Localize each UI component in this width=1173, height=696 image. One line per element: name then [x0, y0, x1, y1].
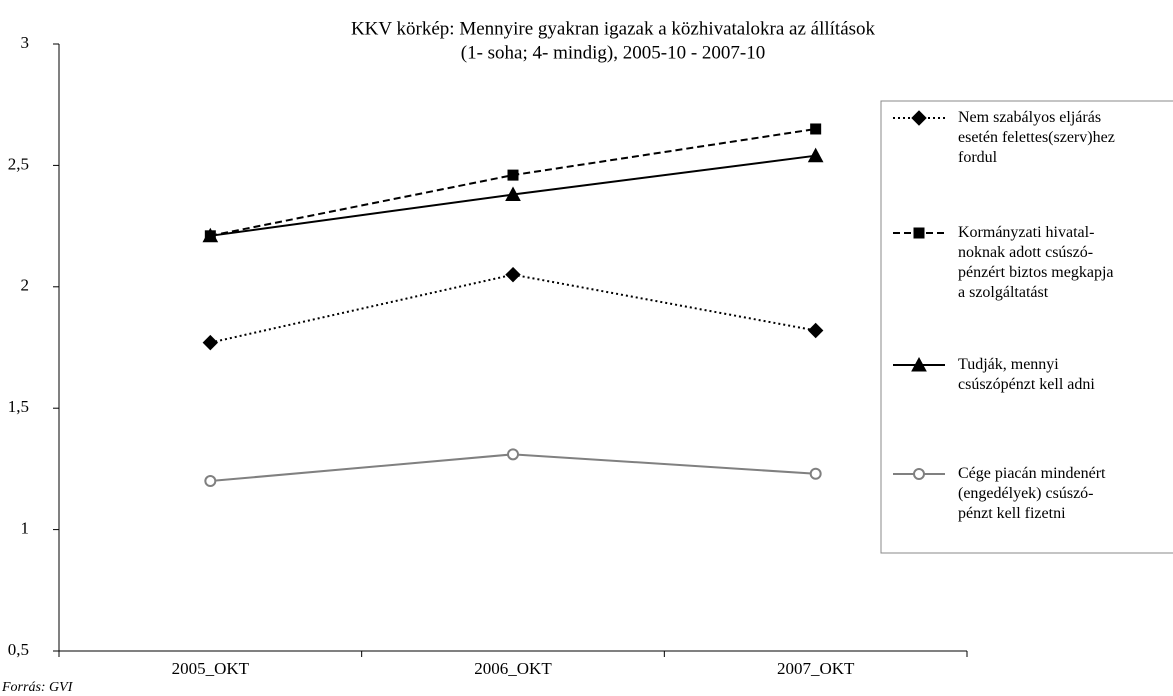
legend-label: Cége piacán mindenért (engedélyek) csúsz… [958, 465, 1106, 522]
legend-label: Tudják, mennyi csúszópénzt kell adni [958, 356, 1095, 393]
legend-marker [911, 356, 927, 372]
marker [505, 266, 521, 283]
marker [507, 169, 519, 181]
marker [204, 475, 217, 488]
series-line [210, 127, 816, 237]
marker [807, 147, 824, 163]
series-line [210, 273, 816, 344]
marker [505, 186, 521, 202]
legend-box [880, 100, 1173, 554]
marker [807, 322, 824, 339]
legend-marker [911, 110, 927, 126]
x-tick-label: 2007_OKT [777, 659, 855, 678]
marker [809, 467, 822, 480]
marker [202, 227, 219, 243]
marker [810, 123, 822, 135]
y-tick-label: 2 [21, 276, 30, 295]
x-tick-label: 2006_OKT [474, 659, 552, 678]
marker [202, 334, 219, 351]
legend-marker [913, 227, 925, 239]
legend-label: Nem szabályos eljárás esetén felettes(sz… [958, 109, 1115, 166]
source-note: Forrás: GVI [1, 680, 74, 695]
chart-title: KKV körkép: Mennyire gyakran igazak a kö… [351, 18, 876, 39]
y-tick-label: 1,5 [8, 397, 29, 416]
marker [507, 448, 519, 461]
legend-marker [913, 468, 925, 480]
y-tick-label: 0,5 [8, 640, 29, 659]
chart-subtitle: (1- soha; 4- mindig), 2005-10 - 2007-10 [461, 42, 765, 63]
legend-label: Kormányzati hivatal- noknak adott csúszó… [958, 224, 1114, 301]
x-tick-label: 2005_OKT [172, 659, 250, 678]
y-tick-label: 3 [21, 33, 30, 52]
y-tick-label: 1 [21, 519, 30, 538]
y-tick-label: 2,5 [8, 154, 29, 173]
